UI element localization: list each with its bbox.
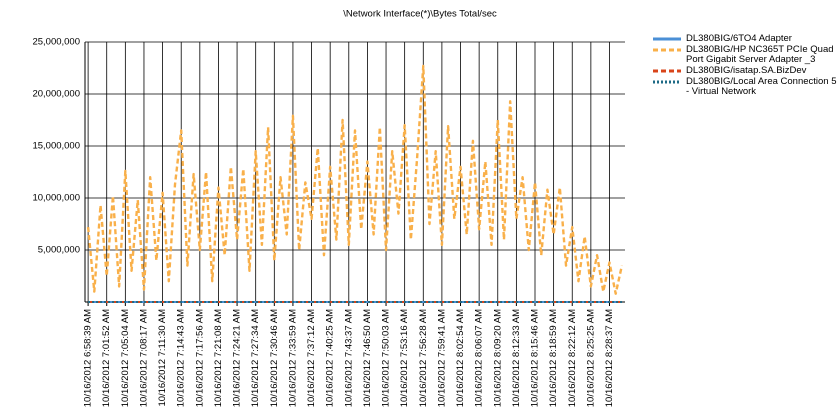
legend-swatch [653, 69, 681, 73]
legend-entry: DL380BIG/6TO4 Adapter [652, 34, 837, 44]
x-tick-label: 10/16/2012 8:28:37 AM [604, 309, 615, 407]
legend-label: DL380BIG/isatap.SA.BizDev [686, 65, 807, 76]
y-tick-label: 20,000,000 [32, 89, 80, 100]
legend-entry: DL380BIG/Local Area Connection 5 - Virtu… [652, 77, 837, 97]
legend-entry: DL380BIG/isatap.SA.BizDev [652, 66, 837, 76]
x-tick-label: 10/16/2012 8:06:07 AM [474, 309, 485, 407]
x-tick-label: 10/16/2012 7:11:30 AM [157, 309, 168, 407]
series-line [86, 64, 624, 295]
x-tick-label: 10/16/2012 8:12:33 AM [511, 309, 522, 407]
legend-label: DL380BIG/HP NC365T PCIe Quad Port Gigabi… [686, 44, 834, 65]
x-tick-label: 10/16/2012 7:59:41 AM [436, 309, 447, 407]
x-tick-label: 10/16/2012 7:43:37 AM [343, 309, 354, 407]
x-tick-label: 10/16/2012 7:40:25 AM [325, 309, 336, 407]
x-tick-label: 10/16/2012 7:24:21 AM [232, 309, 243, 407]
x-tick-label: 10/16/2012 7:27:34 AM [250, 309, 261, 407]
y-tick-label: 25,000,000 [32, 37, 80, 48]
x-tick-label: 10/16/2012 7:14:43 AM [176, 309, 187, 407]
x-tick-label: 10/16/2012 7:08:17 AM [138, 309, 149, 407]
legend-entry: DL380BIG/HP NC365T PCIe Quad Port Gigabi… [652, 45, 837, 65]
legend-swatch [653, 48, 681, 52]
y-tick-label: 15,000,000 [32, 141, 80, 152]
x-tick-label: 10/16/2012 7:05:04 AM [120, 309, 131, 407]
x-tick-label: 10/16/2012 7:50:03 AM [381, 309, 392, 407]
y-tick-label: 5,000,000 [38, 245, 80, 256]
x-tick-label: 10/16/2012 7:30:46 AM [269, 309, 280, 407]
x-tick-label: 10/16/2012 7:21:08 AM [213, 309, 224, 407]
x-tick-label: 10/16/2012 8:15:46 AM [530, 309, 541, 407]
x-tick-label: 10/16/2012 7:33:59 AM [287, 309, 298, 407]
x-tick-label: 10/16/2012 7:37:12 AM [306, 309, 317, 407]
x-tick-label: 10/16/2012 8:09:20 AM [492, 309, 503, 407]
chart-title: \Network Interface(*)\Bytes Total/sec [343, 9, 497, 20]
x-tick-label: 10/16/2012 7:46:50 AM [362, 309, 373, 407]
x-tick-label: 10/16/2012 8:22:12 AM [567, 309, 578, 407]
legend: DL380BIG/6TO4 Adapter DL380BIG/HP NC365T … [652, 34, 837, 98]
x-tick-label: 10/16/2012 8:25:25 AM [585, 309, 596, 407]
legend-swatch [653, 80, 681, 84]
x-tick-label: 10/16/2012 8:18:59 AM [548, 309, 559, 407]
legend-label: DL380BIG/6TO4 Adapter [686, 33, 792, 44]
x-tick-label: 10/16/2012 7:17:56 AM [194, 309, 205, 407]
legend-label: DL380BIG/Local Area Connection 5 - Virtu… [686, 76, 837, 97]
x-tick-label: 10/16/2012 7:56:28 AM [418, 309, 429, 407]
x-tick-label: 10/16/2012 6:58:39 AM [83, 309, 94, 407]
legend-swatch [653, 37, 681, 41]
x-tick-label: 10/16/2012 7:01:52 AM [101, 309, 112, 407]
x-tick-label: 10/16/2012 7:53:16 AM [399, 309, 410, 407]
x-tick-label: 10/16/2012 8:02:54 AM [455, 309, 466, 407]
y-tick-label: 10,000,000 [32, 193, 80, 204]
